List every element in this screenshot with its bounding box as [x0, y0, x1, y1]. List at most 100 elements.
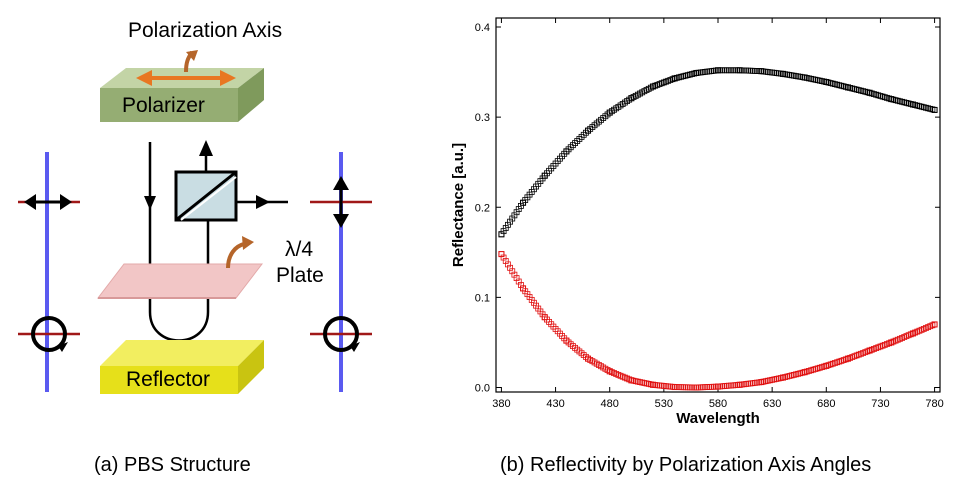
trail-marker — [606, 368, 613, 375]
trail-marker — [901, 99, 908, 106]
trail-marker — [858, 350, 864, 357]
trail-marker — [645, 380, 652, 387]
trail-marker — [498, 251, 505, 258]
trail-marker — [842, 83, 849, 90]
trail-marker — [923, 104, 929, 111]
pbs-diagram — [18, 50, 372, 394]
trail-marker — [715, 67, 721, 74]
curved-arrow-icon — [226, 236, 254, 269]
trail-marker — [515, 278, 522, 285]
trail-marker — [840, 357, 847, 363]
right-beam-indicator — [310, 152, 372, 392]
data-point — [844, 84, 851, 91]
x-tick-label: 680 — [817, 398, 835, 410]
trail-marker — [554, 158, 561, 165]
trail-marker — [684, 384, 691, 391]
trail-marker — [509, 268, 516, 275]
trail-marker — [773, 376, 780, 382]
trail-marker — [810, 366, 817, 373]
trail-marker — [660, 79, 667, 86]
diagram-caption: (a) PBS Structure — [94, 454, 251, 476]
trail-marker — [708, 383, 715, 390]
trail-marker — [676, 384, 682, 391]
trail-marker — [708, 68, 715, 74]
trail-marker — [814, 365, 821, 372]
trail-marker — [738, 67, 745, 74]
trail-marker — [912, 102, 918, 108]
trail-marker — [537, 178, 544, 185]
data-point — [520, 285, 527, 292]
trail-marker — [730, 67, 737, 74]
trail-marker — [786, 373, 793, 379]
trail-marker — [825, 362, 832, 369]
trail-marker — [520, 199, 526, 206]
trail-marker — [762, 378, 769, 385]
data-point — [628, 377, 635, 384]
trail-marker — [505, 221, 511, 228]
trail-marker — [710, 383, 717, 390]
trail-marker — [626, 96, 633, 103]
plot-frame — [495, 17, 941, 393]
trail-marker — [717, 383, 724, 390]
trail-marker — [853, 352, 860, 359]
trail-marker — [910, 330, 916, 337]
trail-marker — [580, 352, 587, 358]
trail-marker — [643, 380, 650, 387]
trail-marker — [743, 67, 750, 74]
trail-marker — [723, 382, 730, 389]
plate-label-line2: Plate — [276, 264, 324, 287]
trail-marker — [628, 95, 635, 102]
trail-marker — [567, 144, 574, 151]
trail-marker — [660, 383, 667, 389]
trail-marker — [658, 80, 665, 87]
trail-marker — [756, 68, 763, 74]
beam-arrow-right — [256, 195, 270, 209]
trail-marker — [834, 359, 841, 366]
trail-marker — [535, 180, 542, 187]
data-point — [866, 347, 873, 354]
trail-marker — [736, 67, 743, 74]
trail-marker — [721, 67, 728, 74]
trail-marker — [897, 335, 903, 342]
trail-marker — [513, 275, 520, 281]
trail-marker — [905, 332, 912, 339]
trail-marker — [704, 68, 711, 75]
trail-marker — [580, 131, 587, 138]
trail-marker — [546, 167, 552, 174]
data-point — [931, 321, 938, 328]
trail-marker — [899, 98, 905, 105]
trail-marker — [845, 84, 851, 91]
trail-marker — [853, 86, 860, 93]
trail-marker — [552, 326, 559, 332]
trail-marker — [578, 350, 585, 357]
trail-marker — [901, 334, 908, 340]
trail-marker — [567, 341, 574, 348]
trail-marker — [827, 361, 834, 368]
trail-marker — [725, 382, 732, 389]
y-axis-label: Reflectance [a.u.] — [450, 143, 467, 267]
trail-marker — [793, 73, 799, 79]
trail-marker — [849, 85, 856, 92]
trail-marker — [498, 231, 505, 238]
trail-marker — [528, 189, 535, 195]
data-point — [693, 69, 700, 76]
trail-marker — [912, 329, 918, 336]
trail-marker — [511, 271, 518, 278]
trail-marker — [855, 87, 862, 93]
trail-marker — [907, 101, 914, 107]
reflector-label: Reflector — [126, 368, 211, 391]
trail-marker — [611, 106, 617, 113]
trail-marker — [866, 89, 873, 96]
trail-marker — [550, 323, 557, 330]
trail-marker — [905, 100, 912, 107]
trail-marker — [669, 76, 676, 83]
trail-marker — [862, 349, 869, 356]
trail-marker — [678, 73, 685, 80]
trail-marker — [621, 99, 628, 106]
trail-marker — [747, 67, 754, 74]
trail-marker — [682, 72, 689, 79]
data-point — [498, 251, 505, 258]
trail-marker — [886, 340, 893, 347]
trail-marker — [667, 77, 674, 83]
trail-marker — [639, 89, 646, 96]
